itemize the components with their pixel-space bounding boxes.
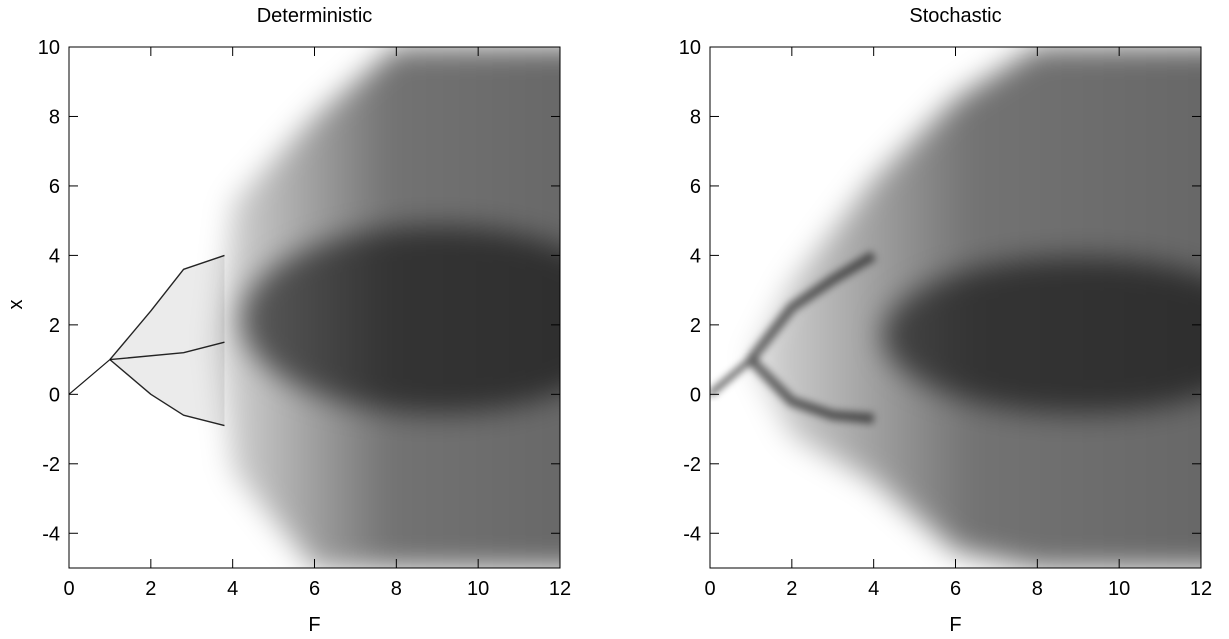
y-tick-label: 2 <box>49 315 60 337</box>
dense-core <box>881 257 1201 414</box>
y-axis-label: x <box>5 300 27 310</box>
branch-1 <box>746 251 877 363</box>
y-tick-label: 0 <box>49 384 60 406</box>
panel-1: 0 2 4 6 8 10 12 -4 -2 0 2 4 6 8 10 Deterministic Fx <box>5 5 571 636</box>
bifurcation-interior <box>109 255 225 426</box>
y-tick-label: 4 <box>49 245 60 267</box>
x-tick-label: 8 <box>391 578 402 600</box>
dense-core <box>240 225 560 414</box>
y-tick-label: 0 <box>690 384 701 406</box>
x-tick-label: 2 <box>786 578 797 600</box>
y-tick-label: 10 <box>38 37 60 59</box>
x-tick-label: 4 <box>227 578 238 600</box>
y-tick-label: -2 <box>683 454 701 476</box>
x-tick-label: 12 <box>549 578 571 600</box>
panel-title: Stochastic <box>909 5 1001 27</box>
fixed-point-line <box>69 359 111 395</box>
x-axis-label: F <box>949 614 961 636</box>
heatmap-area <box>69 47 560 568</box>
heatmap-area <box>710 47 1201 568</box>
fixed-point-line <box>710 357 753 397</box>
x-tick-label: 6 <box>309 578 320 600</box>
y-tick-label: 2 <box>690 315 701 337</box>
x-axis-label: F <box>308 614 320 636</box>
panel-2: 0 2 4 6 8 10 12 -4 -2 0 2 4 6 8 10 Stochastic F <box>679 5 1212 636</box>
y-tick-label: 10 <box>679 37 701 59</box>
x-tick-label: 2 <box>145 578 156 600</box>
y-tick-label: -4 <box>42 523 60 545</box>
y-tick-label: 6 <box>690 176 701 198</box>
x-tick-label: 4 <box>868 578 879 600</box>
y-tick-label: 8 <box>690 106 701 128</box>
y-tick-label: 6 <box>49 176 60 198</box>
y-tick-label: 8 <box>49 106 60 128</box>
x-tick-label: 12 <box>1190 578 1212 600</box>
x-tick-label: 0 <box>704 578 715 600</box>
x-tick-label: 6 <box>950 578 961 600</box>
branch-1 <box>109 254 225 361</box>
x-tick-label: 10 <box>467 578 489 600</box>
y-tick-label: -4 <box>683 523 701 545</box>
panel-title: Deterministic <box>257 5 373 27</box>
x-tick-label: 10 <box>1108 578 1130 600</box>
branch-3 <box>109 341 225 361</box>
branch-2 <box>747 356 875 424</box>
y-tick-label: -2 <box>42 454 60 476</box>
y-tick-label: 4 <box>690 245 701 267</box>
x-tick-label: 8 <box>1032 578 1043 600</box>
x-tick-label: 0 <box>63 578 74 600</box>
branch-2 <box>109 359 225 427</box>
